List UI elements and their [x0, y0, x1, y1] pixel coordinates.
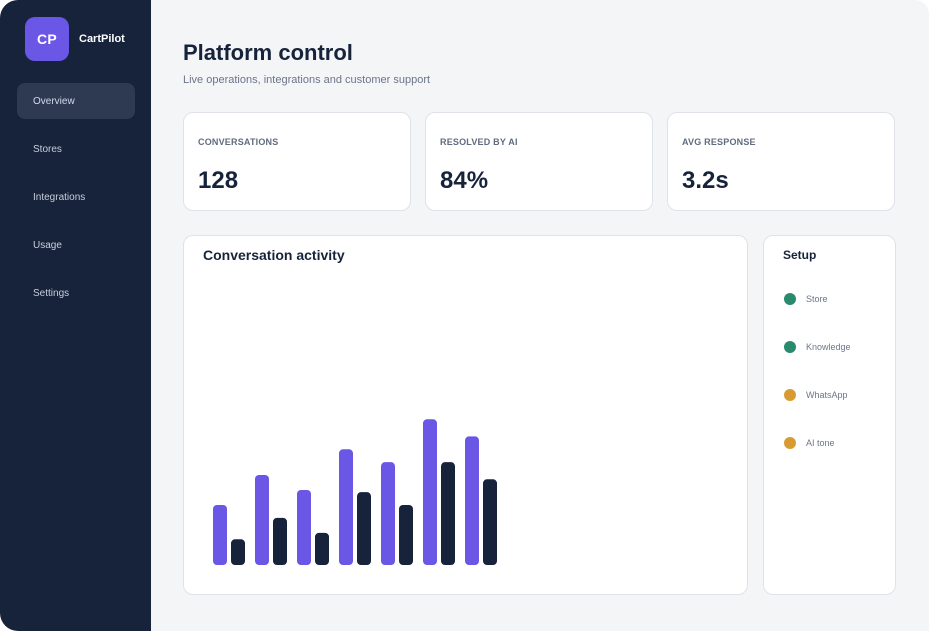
chart-bar-primary-2: [255, 475, 269, 565]
sidebar-nav: Overview Stores Integrations Usage Setti…: [17, 83, 135, 323]
brand-logo: CP: [25, 17, 69, 61]
activity-card: Conversation activity: [183, 235, 748, 595]
kpi-label: AVG RESPONSE: [682, 137, 756, 147]
sidebar-item-settings[interactable]: Settings: [33, 287, 70, 299]
setup-item-label: Store: [806, 294, 828, 304]
setup-item-label: AI tone: [806, 438, 835, 448]
sidebar-item-usage[interactable]: Usage: [33, 239, 62, 251]
kpi-value: 128: [198, 167, 239, 194]
chart-bar-primary-6: [423, 419, 437, 565]
setup-item-store[interactable]: Store: [784, 293, 828, 305]
kpi-card-avg-response: AVG RESPONSE 3.2s: [667, 112, 895, 211]
setup-item-label: Knowledge: [806, 342, 851, 352]
kpi-label: CONVERSATIONS: [198, 137, 279, 147]
chart-bar-secondary-6: [441, 462, 455, 565]
page-title: Platform control: [183, 40, 353, 65]
kpi-card-resolved-by-ai: RESOLVED BY AI 84%: [425, 112, 653, 211]
setup-title: Setup: [783, 248, 817, 262]
setup-item-label: WhatsApp: [806, 390, 848, 400]
chart-bar-secondary-3: [315, 532, 329, 565]
main-content: Platform control Live operations, integr…: [151, 0, 929, 631]
status-dot-icon: [784, 341, 796, 353]
chart-bar-secondary-1: [231, 539, 245, 565]
status-dot-icon: [784, 293, 796, 305]
setup-card: Setup Store Knowledge WhatsApp AI tone: [763, 235, 896, 595]
chart-bar-primary-5: [381, 462, 395, 565]
brand-name: CartPilot: [79, 33, 125, 45]
activity-title: Conversation activity: [203, 247, 345, 263]
activity-chart: [213, 419, 497, 565]
kpi-value: 84%: [440, 167, 489, 194]
status-dot-icon: [784, 389, 796, 401]
chart-bar-primary-1: [213, 505, 227, 565]
sidebar-item-integrations[interactable]: Integrations: [33, 191, 86, 203]
brand: CP CartPilot: [25, 17, 125, 61]
page-subtitle: Live operations, integrations and custom…: [183, 74, 431, 86]
kpi-card-conversations: CONVERSATIONS 128: [183, 112, 411, 211]
chart-bar-primary-7: [465, 436, 479, 565]
chart-bar-secondary-7: [483, 479, 497, 565]
chart-bar-primary-4: [339, 449, 353, 565]
chart-bar-secondary-5: [399, 505, 413, 565]
setup-item-whatsapp[interactable]: WhatsApp: [784, 389, 848, 401]
kpi-value: 3.2s: [682, 167, 729, 194]
setup-item-ai-tone[interactable]: AI tone: [784, 437, 835, 449]
chart-bar-primary-3: [297, 490, 311, 565]
chart-bar-secondary-4: [357, 492, 371, 565]
chart-bar-secondary-2: [273, 517, 287, 565]
kpi-label: RESOLVED BY AI: [440, 137, 518, 147]
status-dot-icon: [784, 437, 796, 449]
sidebar: CP CartPilot Overview Stores Integration…: [0, 0, 151, 631]
sidebar-item-stores[interactable]: Stores: [33, 143, 62, 155]
sidebar-item-overview[interactable]: Overview: [17, 83, 135, 119]
setup-item-knowledge[interactable]: Knowledge: [784, 341, 851, 353]
